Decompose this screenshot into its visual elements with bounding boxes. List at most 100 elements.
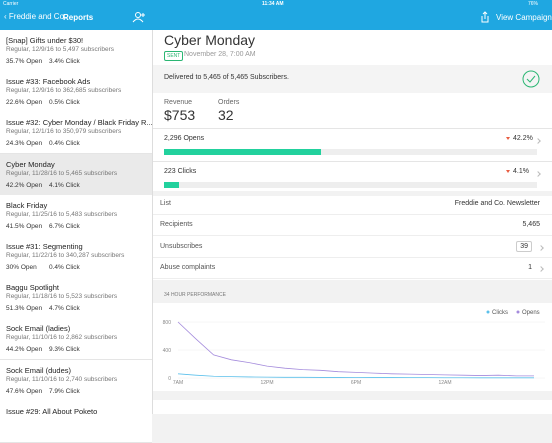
campaign-details: Regular, 11/22/16 to 340,287 subscribers: [6, 252, 125, 259]
campaign-name: Issue #32: Cyber Monday / Black Friday R…: [6, 118, 153, 128]
click-rate: 4.7% Click: [49, 305, 80, 313]
detail-label: Unsubscribes: [160, 242, 203, 250]
campaign-name: [Snap] Gifts under $30!: [6, 36, 84, 45]
open-rate: 35.7% Open: [6, 58, 43, 65]
status-badge: SENT: [164, 51, 184, 61]
x-tick-label: 12AM: [438, 380, 451, 386]
rate-bar: [164, 149, 322, 155]
campaign-details: Regular, 12/9/16 to 362,685 subscribers: [6, 87, 122, 95]
add-user-icon[interactable]: [132, 11, 146, 23]
down-arrow: [506, 170, 510, 173]
divider: [153, 256, 552, 258]
campaign-item[interactable]: Black Friday Regular, 11/25/16 to 5,483 s…: [0, 194, 152, 237]
metric-label: 223 Clicks: [164, 168, 197, 175]
detail-value: 5,465: [522, 221, 540, 229]
click-rate: 4.1% Click: [49, 181, 80, 189]
legend-label: Opens: [522, 310, 540, 316]
x-tick-label: 7AM: [173, 380, 183, 386]
divider: [153, 161, 552, 162]
campaign-details: Regular, 11/28/16 to 5,465 subscribers: [6, 169, 118, 177]
campaign-details: Regular, 12/1/16 to 350,979 subscribers: [6, 128, 122, 136]
chart-title: 34 HOUR PERFORMANCE: [164, 292, 226, 298]
top-bar: [0, 0, 552, 30]
campaign-name: Cyber Monday: [6, 159, 55, 169]
click-rate: 3.4% Click: [49, 58, 80, 65]
campaign-details: Regular, 11/10/16 to 2,740 subscribers: [6, 375, 118, 383]
metric-label: 2,296 Opens: [164, 135, 205, 142]
view-campaign[interactable]: View Campaign: [496, 13, 552, 22]
revenue-label: Revenue: [164, 99, 193, 106]
send-date: November 28, 7:00 AM: [184, 51, 256, 58]
click-rate: 7.9% Click: [49, 387, 80, 395]
click-rate: 0.5% Click: [49, 99, 80, 107]
performance-chart: 0 400 800 7AM 12PM 6PM 12AM Clicks Opens: [153, 303, 552, 391]
y-tick-label: 0: [168, 376, 171, 382]
legend-swatch: [486, 310, 490, 314]
orders: 32: [218, 107, 234, 123]
y-tick-label: 800: [163, 320, 172, 326]
campaign-name: Issue #29: All About Poketo: [6, 406, 98, 416]
campaign-item[interactable]: Issue #29: All About Poketo: [0, 400, 152, 443]
x-tick-label: 12PM: [260, 380, 273, 386]
campaign-name: Sock Email (dudes): [6, 365, 72, 375]
campaign-details: Regular, 12/9/16 to 5,497 subscribers: [6, 46, 115, 53]
bar-track: [164, 182, 537, 188]
open-rate: 44.2% Open: [6, 346, 43, 354]
legend-label: Clicks: [492, 310, 508, 316]
down-arrow: [506, 137, 510, 140]
open-rate: 30% Open: [6, 264, 37, 271]
campaign-list: [Snap] Gifts under $30! Regular, 12/9/16 …: [0, 30, 153, 443]
detail-value: 1: [528, 263, 532, 271]
campaign-name: Issue #33: Facebook Ads: [6, 77, 91, 87]
campaign-item[interactable]: Issue #33: Facebook Ads Regular, 12/9/16 …: [0, 71, 152, 114]
section-gap: [153, 191, 552, 196]
metric-rate: 4.1%: [513, 168, 529, 175]
revenue: $753: [164, 107, 196, 123]
series-line: [177, 373, 534, 379]
campaign-name: Black Friday: [6, 200, 48, 210]
divider: [153, 277, 552, 279]
campaign-details: Regular, 11/25/16 to 5,483 subscribers: [6, 210, 118, 218]
orders-label: Orders: [218, 99, 240, 106]
click-rate: 9.3% Click: [49, 346, 80, 354]
x-tick-label: 6PM: [351, 380, 361, 386]
delivered-band: [153, 65, 552, 93]
back-button[interactable]: ‹ Freddie and Co.: [4, 12, 67, 21]
click-rate: 0.4% Click: [49, 264, 80, 271]
campaign-details: Regular, 11/18/16 to 5,523 subscribers: [6, 293, 118, 301]
open-rate: 22.6% Open: [6, 99, 43, 107]
share-icon[interactable]: [480, 11, 490, 23]
campaign-details: Regular, 11/10/16 to 2,862 subscribers: [6, 334, 118, 342]
divider: [153, 214, 552, 215]
campaign-item[interactable]: Issue #32: Cyber Monday / Black Friday R…: [0, 112, 153, 155]
detail-value: 39: [516, 240, 532, 252]
y-tick-label: 400: [163, 348, 172, 354]
rate-bar: [164, 182, 180, 188]
divider: [153, 235, 552, 237]
campaign-item[interactable]: Sock Email (ladies) Regular, 11/10/16 to …: [0, 318, 152, 361]
detail-label: Abuse complaints: [160, 263, 216, 271]
bottom-row: [153, 400, 552, 414]
campaign-name: Sock Email (ladies): [6, 324, 71, 334]
open-rate: 47.6% Open: [6, 387, 43, 395]
campaign-item[interactable]: Sock Email (dudes) Regular, 11/10/16 to 2…: [0, 359, 152, 402]
metric-rate: 42.2%: [513, 135, 533, 142]
campaign-item[interactable]: Baggu Spotlight Regular, 11/18/16 to 5,52…: [0, 277, 152, 320]
legend-swatch: [516, 310, 520, 314]
campaign-item[interactable]: Issue #31: Segmenting Regular, 11/22/16 t…: [0, 236, 152, 278]
back-label[interactable]: Freddie and Co.: [8, 12, 67, 21]
detail-label: Recipients: [160, 221, 193, 229]
carrier: Carrier: [3, 1, 19, 7]
delivered-text: Delivered to 5,465 of 5,465 Subscribers.: [164, 74, 289, 81]
detail-value: Freddie and Co. Newsletter: [454, 200, 540, 207]
series-line: [177, 321, 534, 377]
campaign-item[interactable]: Cyber Monday Regular, 11/28/16 to 5,465 s…: [0, 153, 152, 196]
check-icon: [522, 70, 540, 88]
campaign-item[interactable]: [Snap] Gifts under $30! Regular, 12/9/16 …: [0, 30, 152, 72]
time: 11:34 AM: [262, 1, 284, 7]
click-rate: 0.4% Click: [49, 140, 80, 148]
campaign-name: Baggu Spotlight: [6, 283, 59, 293]
campaign-title: Cyber Monday: [164, 32, 256, 48]
nav-title: Reports: [63, 13, 94, 22]
